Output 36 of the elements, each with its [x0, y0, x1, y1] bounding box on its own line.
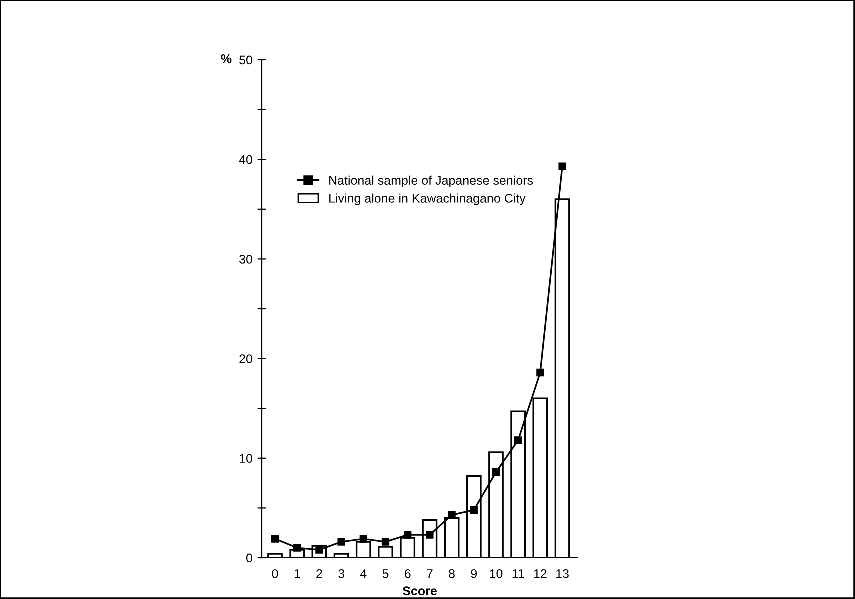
y-axis-title: %	[221, 54, 232, 64]
x-tick-label: 5	[382, 570, 389, 578]
point	[404, 531, 412, 539]
x-tick-label: 6	[405, 569, 411, 578]
point	[360, 535, 368, 543]
x-tick-label: 2	[316, 569, 322, 578]
x-tick-label: 13	[556, 569, 569, 578]
x-tick-label: 3	[338, 569, 344, 578]
y-tick-label: 30	[240, 255, 252, 264]
x-tick-label: 9	[471, 569, 478, 578]
y-tick-label: 40	[239, 155, 252, 164]
x-tick-label: 12	[534, 569, 547, 578]
point	[382, 538, 390, 546]
y-tick-label: 50	[240, 56, 252, 65]
x-tick-label: 1	[294, 570, 300, 578]
point	[514, 436, 522, 444]
point	[470, 506, 478, 514]
y-tick-label: 0	[246, 554, 252, 563]
point	[426, 531, 434, 539]
y-tick-label: 10	[240, 454, 252, 464]
x-tick-label: 0	[272, 569, 278, 578]
x-tick-label: 4	[360, 570, 367, 578]
legend-label: Living alone in Kawachinagano City	[330, 194, 526, 206]
point	[294, 544, 302, 552]
y-tick-label: 20	[240, 354, 252, 364]
x-tick-label: 7	[427, 570, 433, 578]
point	[338, 538, 346, 546]
point	[492, 468, 500, 476]
point	[558, 162, 566, 170]
x-axis-title: Score	[402, 586, 437, 596]
x-tick-label: 8	[449, 569, 455, 578]
x-tick-label: 10	[490, 569, 503, 578]
point	[271, 535, 280, 543]
point	[536, 368, 544, 377]
legend-label: National sample of Japanese seniors	[330, 176, 534, 188]
x-tick-label: 11	[512, 570, 524, 578]
